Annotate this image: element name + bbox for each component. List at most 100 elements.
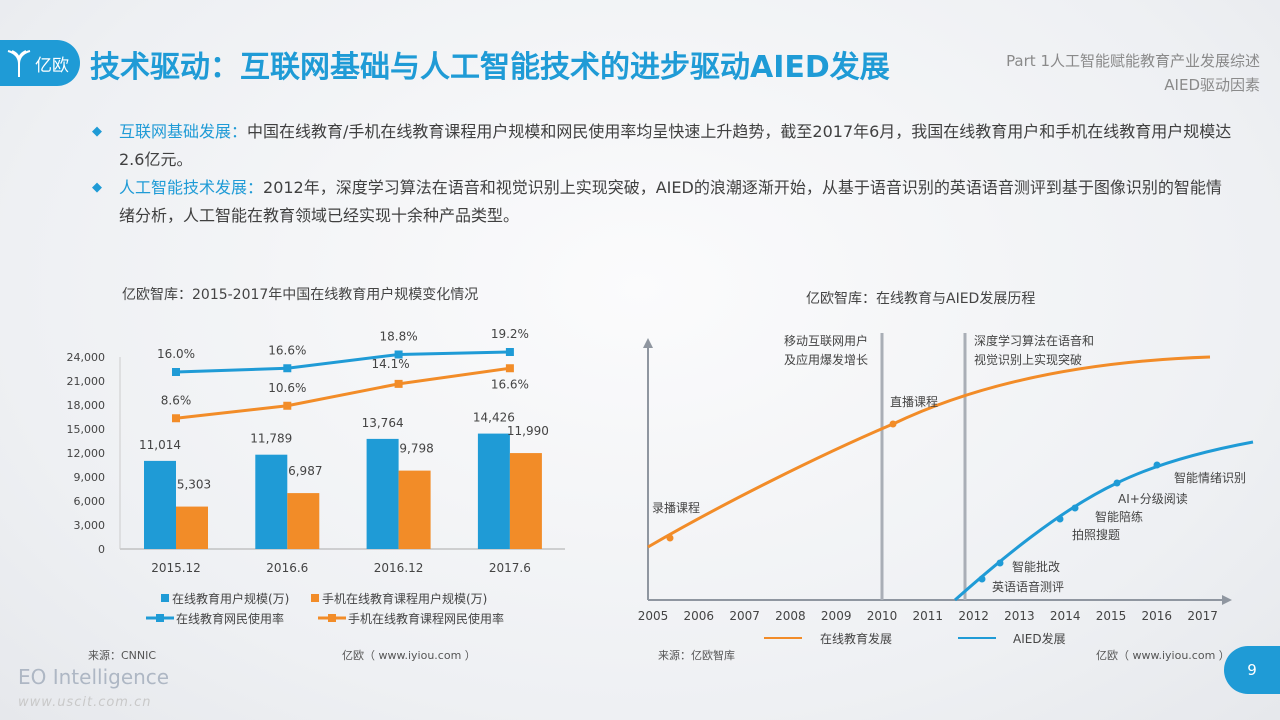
x-tick-label: 2016 [1142, 609, 1173, 623]
line-marker [172, 414, 180, 423]
bar-online-users [477, 433, 510, 549]
data-label: 14,426 [473, 411, 515, 425]
legend-swatch [311, 594, 319, 602]
line-mobile-rate [175, 366, 511, 420]
x-tick-label: 2015 [1096, 609, 1127, 623]
legend-swatch [161, 594, 169, 602]
y-tick-label: 3,000 [74, 519, 106, 532]
data-label: 19.2% [491, 327, 529, 341]
x-tick-label: 2016.12 [374, 561, 424, 575]
y-tick-label: 21,000 [67, 375, 106, 388]
milestone-dot [996, 559, 1004, 567]
logo-icon [7, 50, 31, 77]
data-label: 16.0% [157, 347, 195, 361]
brand-text: EO Intelligence [18, 665, 170, 689]
x-tick-label: 2005 [638, 609, 669, 623]
legend-label: AIED发展 [1013, 631, 1066, 646]
line-online-rate [175, 350, 510, 374]
x-tick-label: 2013 [1004, 609, 1035, 623]
credit-right: 亿欧（ www.iyiou.com ） [1096, 649, 1230, 662]
milestone-label: 英语语音测评 [992, 579, 1064, 594]
y-axis-arrow [643, 338, 653, 348]
data-label: 11,990 [507, 424, 549, 438]
data-label: 16.6% [268, 343, 306, 357]
data-label: 11,014 [139, 438, 181, 452]
data-label: 9,798 [399, 442, 433, 456]
milestone-dot [1056, 515, 1064, 523]
data-label: 16.6% [491, 377, 529, 391]
line-marker [394, 350, 403, 359]
bullet-label: 人工智能技术发展： [119, 178, 264, 197]
milestone-dot [889, 420, 897, 428]
line-marker [283, 401, 292, 410]
chart-title-users: 亿欧智库：2015-2017年中国在线教育用户规模变化情况 [122, 287, 479, 303]
logo-text: 亿欧 [35, 55, 69, 76]
event-label: 移动互联网用户 [784, 333, 868, 348]
bar-mobile-users [176, 506, 208, 549]
y-tick-label: 12,000 [67, 447, 106, 460]
y-tick-label: 6,000 [74, 495, 106, 508]
credit-left: 亿欧（ www.iyiou.com ） [342, 649, 476, 662]
data-label: 5,303 [177, 478, 211, 492]
line-marker [505, 364, 514, 373]
diamond-icon: ◆ [92, 124, 102, 139]
line-marker [394, 379, 403, 388]
milestone-label: 直播课程 [890, 394, 938, 409]
bar-online-users [255, 454, 288, 549]
bar-mobile-users [287, 493, 320, 549]
y-tick-label: 18,000 [67, 399, 106, 412]
milestone-label: 拍照搜题 [1072, 527, 1120, 542]
x-tick-label: 2010 [867, 609, 898, 623]
legend-label: 在线教育用户规模(万) [172, 591, 289, 606]
line-marker [505, 348, 514, 356]
data-label: 10.6% [268, 381, 306, 395]
milestone-dot [1071, 504, 1079, 512]
milestone-dot [1153, 461, 1161, 469]
legend-marker [156, 614, 164, 622]
x-tick-label: 2016.6 [266, 561, 308, 575]
data-label: 13,764 [362, 416, 404, 430]
part-label: Part 1人工智能赋能教育产业发展综述 [1006, 52, 1260, 70]
bar-online-users [366, 438, 399, 549]
data-label: 18.8% [380, 330, 418, 344]
bullet-text: 中国在线教育/手机在线教育课程用户规模和网民使用率均呈快速上升趋势，截至2017… [119, 122, 1232, 169]
milestone-label: AI+分级阅读 [1118, 492, 1188, 506]
legend-label: 手机在线教育课程用户规模(万) [322, 591, 487, 606]
x-tick-label: 2006 [684, 609, 715, 623]
diamond-icon: ◆ [92, 180, 102, 195]
line-marker [172, 368, 180, 376]
y-tick-label: 9,000 [74, 471, 106, 484]
page-number: 9 [1224, 646, 1280, 694]
users-chart: 0 3,000 6,000 9,000 12,000 15,000 18,000 21,000… [67, 327, 565, 626]
legend-marker [328, 614, 336, 622]
bar-mobile-users [509, 453, 542, 549]
x-tick-label: 2007 [729, 609, 760, 623]
event-label: 及应用爆发增长 [784, 352, 868, 367]
x-tick-label: 2014 [1050, 609, 1081, 623]
data-label: 6,987 [288, 464, 322, 478]
source-right: 来源：亿欧智库 [658, 649, 735, 662]
y-tick-label: 24,000 [67, 351, 106, 364]
bullet-label: 互联网基础发展： [119, 122, 248, 141]
milestone-dot [666, 534, 674, 542]
x-tick-label: 2012 [958, 609, 989, 623]
legend-label: 在线教育发展 [820, 631, 892, 646]
data-label: 8.6% [161, 393, 192, 407]
timeline-chart: 2005 2006 2007 2008 2009 2010 2011 2012 2013 2014… [638, 333, 1254, 646]
page-title: 技术驱动：互联网基础与人工智能技术的进步驱动AIED发展 [90, 50, 890, 85]
watermark: www.uscit.com.cn [18, 695, 152, 710]
curve-aied [954, 440, 1254, 602]
source-left: 来源：CNNIC [88, 649, 157, 662]
event-label: 深度学习算法在语音和 [974, 333, 1094, 348]
y-tick-label: 0 [98, 543, 105, 556]
logo: 亿欧 [0, 40, 80, 86]
bullet-ai: ◆ 人工智能技术发展：2012年，深度学习算法在语音和视觉识别上实现突破，AIE… [92, 174, 1232, 230]
milestone-label: 智能情绪识别 [1174, 470, 1246, 485]
section-label: AIED驱动因素 [1164, 76, 1260, 94]
x-tick-label: 2017 [1187, 609, 1218, 623]
legend-label: 在线教育网民使用率 [176, 611, 284, 626]
milestone-dot [978, 575, 986, 583]
data-label: 11,789 [250, 432, 292, 446]
data-label: 14.1% [372, 357, 410, 371]
milestone-label: 智能批改 [1012, 559, 1060, 574]
